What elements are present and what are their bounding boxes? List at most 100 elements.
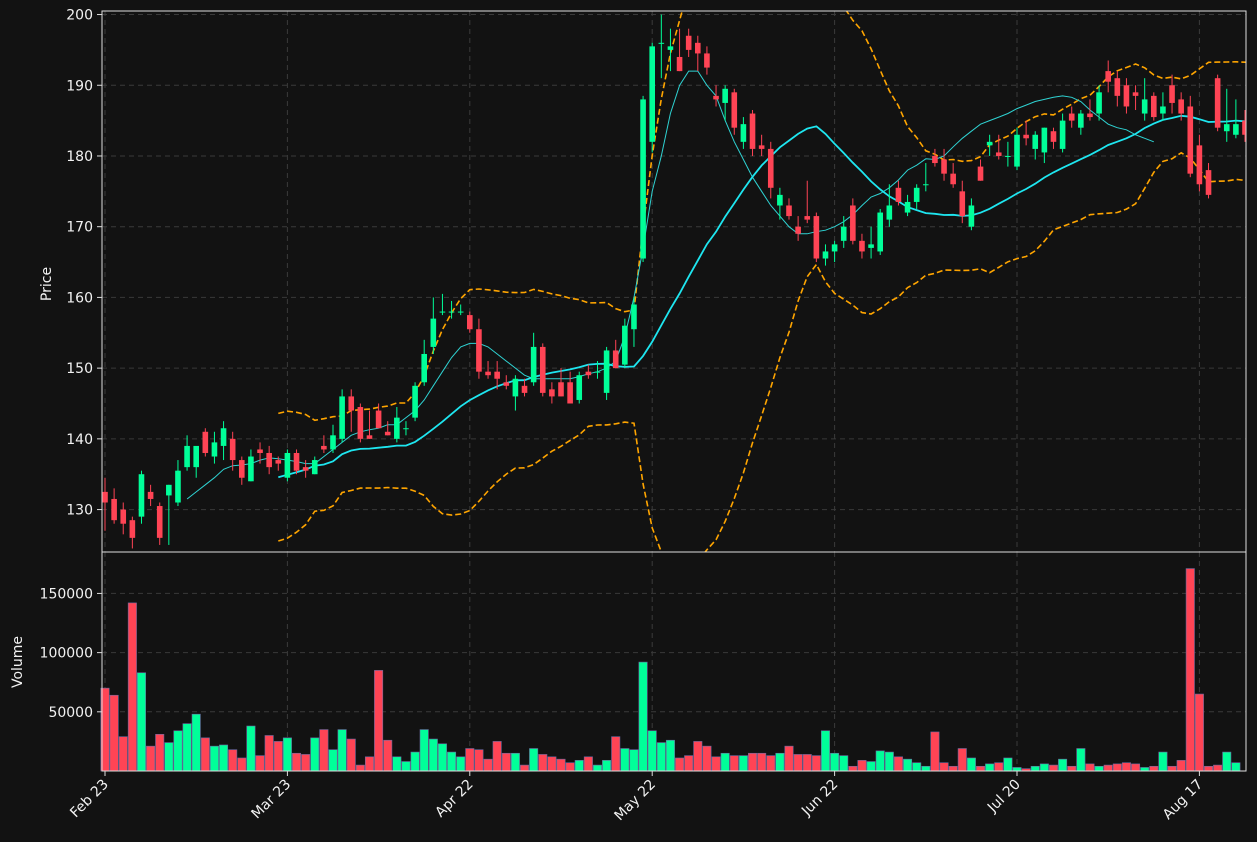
candle-body xyxy=(1178,99,1184,114)
volume-bar xyxy=(1121,762,1131,772)
volume-bar xyxy=(565,762,575,772)
volume-bar xyxy=(957,748,967,772)
candle-body xyxy=(749,113,756,149)
candle-body xyxy=(284,452,291,478)
grid xyxy=(102,11,1246,771)
candle-body xyxy=(539,346,546,393)
axes xyxy=(101,10,1247,772)
volume-bar xyxy=(738,755,748,772)
volume-bar xyxy=(355,764,365,772)
volume-bar xyxy=(1231,762,1241,772)
lower-band-line xyxy=(278,151,1246,552)
volume-bar xyxy=(200,737,210,772)
candle-body xyxy=(321,445,327,450)
candle-body xyxy=(722,88,728,103)
volume-bar xyxy=(401,761,411,772)
volume-bar xyxy=(820,730,830,772)
candle-body xyxy=(1187,106,1194,174)
volume-bars xyxy=(100,568,1241,772)
volume-bar xyxy=(985,763,995,772)
moving-averages xyxy=(186,70,1246,500)
volume-bar xyxy=(465,748,475,772)
volume-bar xyxy=(209,745,219,772)
volume-bar xyxy=(994,762,1004,772)
volume-bar xyxy=(930,731,940,772)
volume-bar xyxy=(684,755,694,772)
candle-body xyxy=(1059,120,1066,149)
x-tick-label: Mar 23 xyxy=(248,777,294,823)
volume-bar xyxy=(428,738,438,772)
candle-body xyxy=(777,194,783,206)
candle-body xyxy=(166,484,172,496)
candle-body xyxy=(558,382,564,397)
candle-body xyxy=(530,346,537,383)
volume-bar xyxy=(1185,568,1195,772)
candle-body xyxy=(859,240,865,252)
candle-body xyxy=(758,145,765,149)
price-tick-label: 180 xyxy=(66,149,93,165)
candle-body xyxy=(995,152,1002,156)
volume-bar xyxy=(921,765,931,772)
volume-bar xyxy=(292,752,302,772)
volume-bar xyxy=(483,758,493,772)
candle-body xyxy=(767,148,774,188)
volume-bar xyxy=(319,729,329,772)
candle-body xyxy=(339,396,345,439)
candle-body xyxy=(211,442,218,457)
volume-bar xyxy=(337,729,347,772)
volume-bar xyxy=(875,750,885,772)
volume-bar xyxy=(1058,758,1068,772)
candle-body xyxy=(622,325,628,365)
volume-bar xyxy=(383,739,393,772)
candle-body xyxy=(111,498,117,521)
price-tick-label: 160 xyxy=(66,290,93,306)
candle-body xyxy=(1114,78,1121,96)
candle-body xyxy=(868,244,874,248)
volume-bar xyxy=(173,730,183,772)
candle-body xyxy=(430,318,437,347)
volume-bar xyxy=(629,749,639,772)
volume-bar xyxy=(912,762,922,772)
volume-bar xyxy=(419,729,429,772)
volume-bar xyxy=(748,752,758,772)
candle-body xyxy=(1078,113,1084,128)
candle-body xyxy=(229,438,236,461)
volume-bar xyxy=(966,757,976,772)
volume-bar xyxy=(310,737,320,772)
candle-body xyxy=(1233,124,1239,135)
volume-tick-label: 100000 xyxy=(40,646,93,662)
volume-bar xyxy=(893,756,903,772)
candle-body xyxy=(330,435,336,450)
volume-bar xyxy=(109,694,119,772)
candle-body xyxy=(813,216,820,259)
volume-bar xyxy=(848,765,858,772)
volume-bar xyxy=(793,754,803,772)
volume-bar xyxy=(529,748,539,772)
volume-bar xyxy=(273,741,283,772)
volume-bar xyxy=(583,756,593,772)
candle-body xyxy=(822,251,829,259)
candle-body xyxy=(923,184,929,186)
candle-body xyxy=(886,205,893,220)
x-tick-label: Feb 23 xyxy=(67,777,112,822)
volume-bar xyxy=(1030,765,1040,772)
candle-body xyxy=(840,226,847,241)
candle-body xyxy=(1196,145,1203,185)
volume-bar xyxy=(1149,765,1159,772)
candle-body xyxy=(850,205,856,241)
candle-body xyxy=(494,371,500,379)
volume-bar xyxy=(638,661,648,772)
volume-bar xyxy=(1194,693,1204,772)
candle-body xyxy=(731,92,738,128)
candle-body xyxy=(640,99,646,259)
volume-bar xyxy=(574,760,584,772)
volume-bar xyxy=(830,752,840,772)
candle-body xyxy=(977,166,984,181)
volume-bar xyxy=(255,755,265,772)
volume-bar xyxy=(501,752,511,772)
candle-body xyxy=(895,187,902,202)
candle-body xyxy=(421,353,427,383)
volume-bar xyxy=(410,751,420,772)
candle-body xyxy=(1223,124,1230,132)
candle-body xyxy=(904,201,911,213)
